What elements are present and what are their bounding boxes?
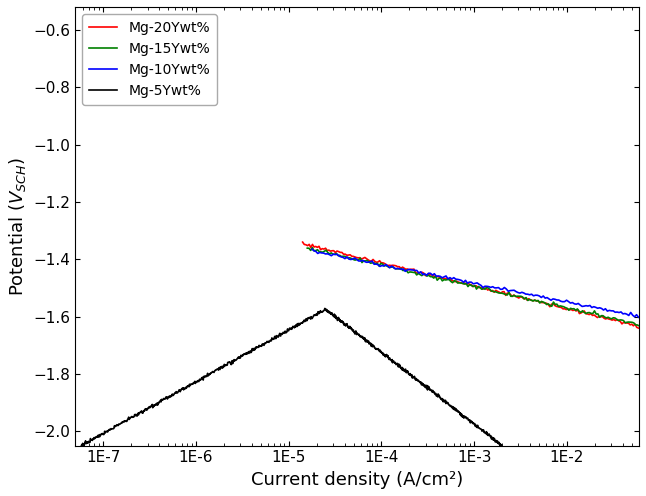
Mg-15Ywt% bbox=[601, 314, 609, 320]
Line: Mg-5Ywt%: Mg-5Ywt% bbox=[326, 310, 502, 447]
Y-axis label: Potential ($V_{SCH}$): Potential ($V_{SCH}$) bbox=[7, 157, 28, 296]
Mg-20Ywt% bbox=[304, 243, 311, 248]
Mg-15Ywt% bbox=[589, 310, 597, 316]
Mg-10Ywt% bbox=[436, 273, 444, 279]
Line: Mg-15Ywt%: Mg-15Ywt% bbox=[307, 248, 639, 326]
Mg-5Ywt% bbox=[407, 372, 415, 378]
Mg-10Ywt% bbox=[395, 266, 403, 272]
Mg-20Ywt% bbox=[634, 325, 642, 331]
Mg-5Ywt% bbox=[498, 444, 506, 450]
Mg-5Ywt% bbox=[322, 307, 329, 312]
Mg-15Ywt% bbox=[309, 245, 317, 250]
Legend: Mg-20Ywt%, Mg-15Ywt%, Mg-10Ywt%, Mg-5Ywt%: Mg-20Ywt%, Mg-15Ywt%, Mg-10Ywt%, Mg-5Ywt… bbox=[82, 14, 217, 105]
Mg-5Ywt% bbox=[322, 307, 330, 312]
Line: Mg-10Ywt%: Mg-10Ywt% bbox=[312, 249, 638, 317]
Mg-10Ywt% bbox=[619, 311, 627, 317]
Mg-20Ywt% bbox=[353, 254, 360, 260]
Mg-5Ywt% bbox=[466, 419, 474, 425]
Mg-5Ywt% bbox=[494, 440, 502, 446]
Mg-20Ywt% bbox=[428, 272, 436, 278]
Mg-20Ywt% bbox=[298, 239, 306, 245]
Mg-5Ywt% bbox=[427, 387, 435, 393]
Mg-15Ywt% bbox=[635, 323, 643, 329]
Line: Mg-20Ywt%: Mg-20Ywt% bbox=[302, 242, 638, 328]
Mg-15Ywt% bbox=[567, 306, 574, 311]
Mg-10Ywt% bbox=[568, 300, 576, 306]
Mg-10Ywt% bbox=[308, 246, 316, 252]
Mg-15Ywt% bbox=[304, 245, 311, 251]
Mg-20Ywt% bbox=[333, 248, 341, 254]
Mg-10Ywt% bbox=[563, 297, 570, 303]
X-axis label: Current density (A/cm²): Current density (A/cm²) bbox=[251, 471, 463, 489]
Mg-15Ywt% bbox=[394, 266, 402, 272]
Mg-10Ywt% bbox=[634, 314, 642, 320]
Mg-15Ywt% bbox=[479, 285, 487, 291]
Mg-10Ywt% bbox=[586, 303, 594, 309]
Mg-15Ywt% bbox=[324, 249, 331, 255]
Mg-5Ywt% bbox=[406, 372, 413, 378]
Mg-5Ywt% bbox=[417, 382, 425, 388]
Mg-20Ywt% bbox=[609, 317, 616, 323]
Mg-20Ywt% bbox=[393, 264, 401, 270]
